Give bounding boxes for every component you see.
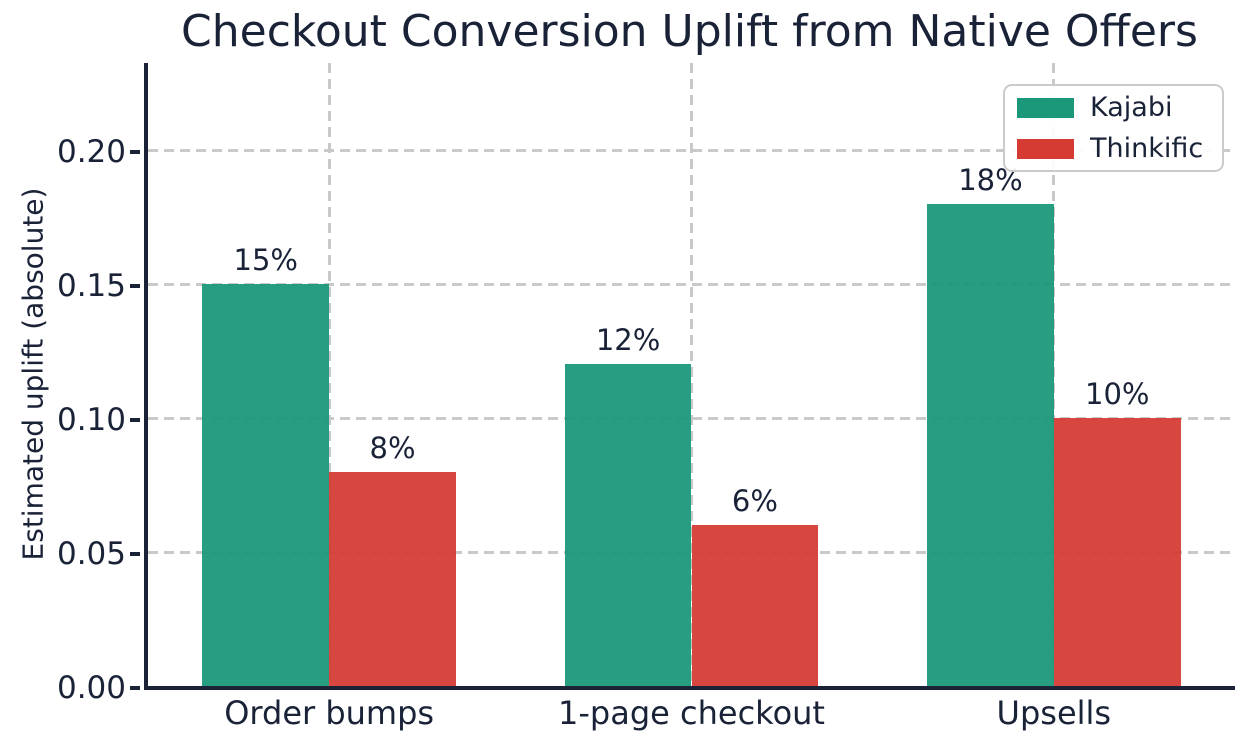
bar-value-label: 8% (369, 430, 416, 465)
v-gridline (1052, 63, 1056, 686)
bar-kajabi-2 (564, 364, 692, 686)
y-tick-mark (130, 418, 140, 423)
v-gridline (327, 63, 331, 686)
y-tick-label: 0.20 (56, 134, 126, 171)
x-tick-label: Order bumps (224, 694, 435, 732)
chart-title: Checkout Conversion Uplift from Native O… (181, 6, 1198, 57)
bar-kajabi-3 (927, 203, 1054, 686)
bar-thinkific-1 (329, 471, 456, 686)
bar-thinkific-3 (1053, 418, 1181, 686)
y-tick-mark (130, 552, 140, 557)
bar-value-label: 10% (1085, 377, 1150, 412)
y-tick-mark (130, 284, 140, 289)
bar-value-label: 6% (731, 484, 778, 519)
plot-area: 15% 8% 12% 6% 18% 10% (144, 63, 1235, 690)
y-axis-label: Estimated uplift (absolute) (16, 187, 50, 561)
bar-thinkific-2 (691, 525, 819, 686)
y-tick-label: 0.00 (56, 670, 126, 706)
bar-value-label: 15% (233, 243, 298, 278)
y-tick-label: 0.15 (56, 268, 126, 305)
legend-label: Kajabi (1090, 92, 1173, 123)
bar-value-label: 12% (595, 323, 661, 358)
legend: Kajabi Thinkific (1003, 84, 1224, 172)
legend-entry-kajabi: Kajabi (1017, 92, 1222, 123)
legend-swatch-thinkific (1017, 138, 1074, 159)
y-tick-label: 0.05 (56, 536, 126, 573)
v-gridline (690, 63, 693, 686)
legend-label: Thinkific (1090, 133, 1204, 164)
y-tick-mark (130, 150, 140, 155)
x-tick-label: Upsells (996, 694, 1112, 732)
x-tick-label: 1-page checkout (558, 694, 825, 732)
legend-swatch-kajabi (1017, 97, 1074, 118)
y-tick-mark (130, 686, 140, 690)
legend-entry-thinkific: Thinkific (1017, 133, 1222, 164)
y-tick-label: 0.10 (56, 402, 126, 439)
bar-kajabi-1 (202, 284, 330, 686)
